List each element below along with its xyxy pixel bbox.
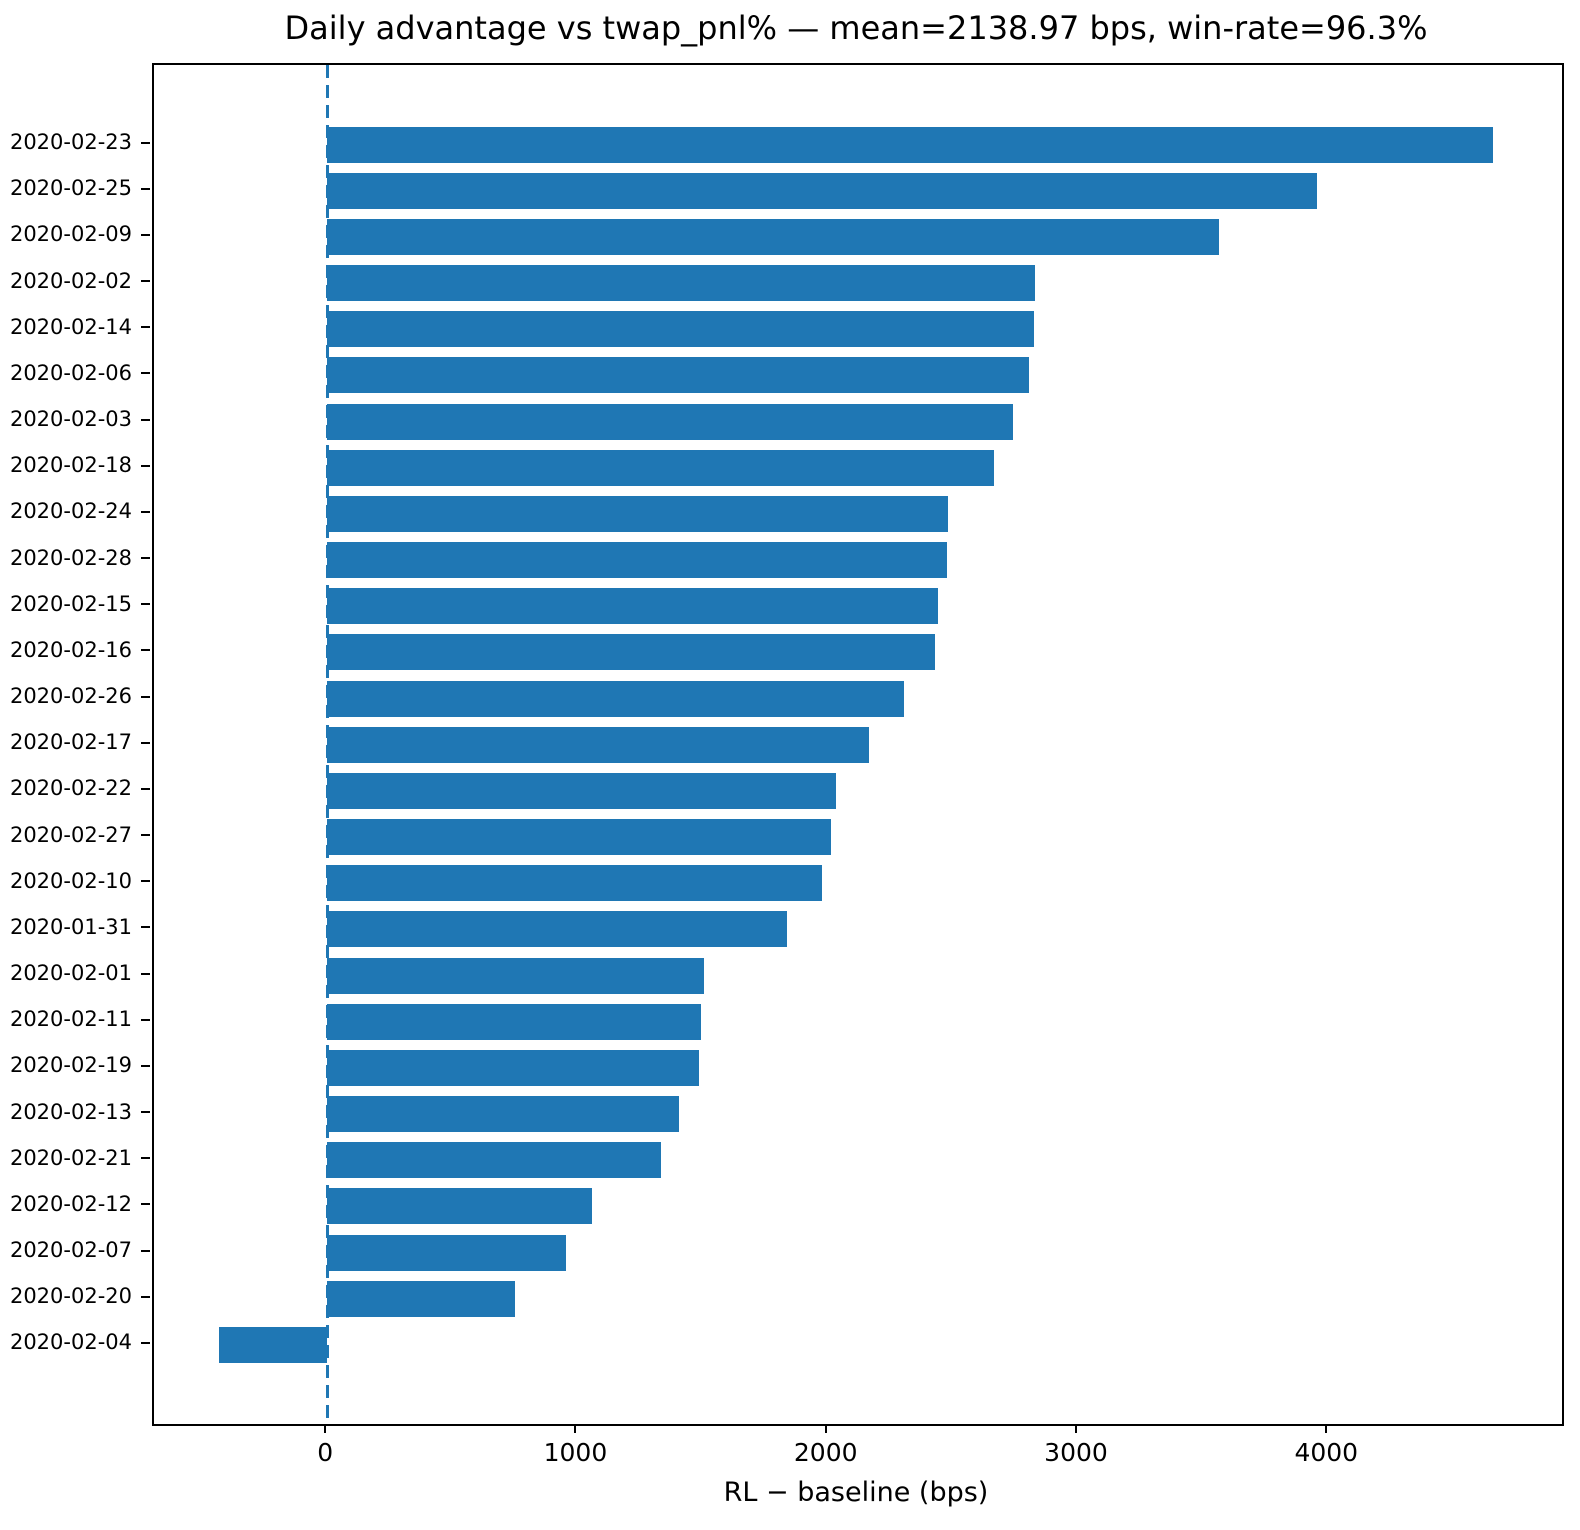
- bar-2020-02-25: [327, 172, 1318, 209]
- bar-2020-02-22: [327, 772, 836, 809]
- y-tick: [141, 187, 150, 190]
- y-tick: [141, 233, 150, 236]
- x-tick: [1325, 1424, 1328, 1433]
- y-tick: [141, 372, 150, 375]
- bar-2020-02-18: [327, 449, 995, 486]
- y-tick-label: 2020-02-16: [9, 637, 132, 662]
- y-tick: [141, 141, 150, 144]
- y-tick: [141, 1295, 150, 1298]
- x-tick-label: 2000: [793, 1438, 858, 1467]
- bar-2020-02-12: [327, 1188, 592, 1225]
- x-tick-label: 1000: [543, 1438, 608, 1467]
- y-tick: [141, 787, 150, 790]
- y-tick: [141, 1203, 150, 1206]
- bar-2020-02-04: [218, 1326, 328, 1363]
- y-tick-label: 2020-02-06: [9, 360, 132, 385]
- y-tick: [141, 649, 150, 652]
- y-tick-label: 2020-02-12: [9, 1191, 132, 1216]
- y-tick: [141, 1111, 150, 1114]
- y-tick: [141, 1341, 150, 1344]
- y-tick-label: 2020-02-07: [9, 1238, 132, 1263]
- y-tick-label: 2020-02-20: [9, 1284, 132, 1309]
- bar-2020-02-16: [327, 634, 935, 671]
- bar-2020-02-10: [327, 865, 823, 902]
- x-tick-label: 0: [317, 1438, 334, 1467]
- y-tick: [141, 880, 150, 883]
- y-tick: [141, 326, 150, 329]
- y-tick: [141, 1064, 150, 1067]
- plot-area: [152, 63, 1564, 1426]
- y-tick: [141, 926, 150, 929]
- y-tick-label: 2020-02-19: [9, 1053, 132, 1078]
- y-tick-label: 2020-02-28: [9, 545, 132, 570]
- y-tick: [141, 741, 150, 744]
- chart-title: Daily advantage vs twap_pnl% — mean=2138…: [284, 9, 1428, 47]
- bar-2020-02-21: [327, 1142, 662, 1179]
- y-tick: [141, 510, 150, 513]
- bar-2020-02-24: [327, 495, 948, 532]
- y-tick-label: 2020-02-01: [9, 961, 132, 986]
- y-tick: [141, 464, 150, 467]
- y-tick-label: 2020-02-03: [9, 407, 132, 432]
- x-tick: [824, 1424, 827, 1433]
- y-tick-label: 2020-01-31: [9, 914, 132, 939]
- y-tick: [141, 972, 150, 975]
- y-tick: [141, 1018, 150, 1021]
- x-tick-label: 4000: [1294, 1438, 1359, 1467]
- y-tick: [141, 834, 150, 837]
- y-tick-label: 2020-02-22: [9, 776, 132, 801]
- bar-2020-02-28: [327, 542, 947, 579]
- y-tick-label: 2020-02-26: [9, 684, 132, 709]
- y-tick: [141, 418, 150, 421]
- y-tick-label: 2020-02-13: [9, 1099, 132, 1124]
- y-tick-label: 2020-02-27: [9, 822, 132, 847]
- bar-2020-02-26: [327, 680, 904, 717]
- y-tick-label: 2020-02-24: [9, 499, 132, 524]
- bar-2020-02-09: [327, 218, 1219, 255]
- x-tick: [1074, 1424, 1077, 1433]
- y-tick: [141, 695, 150, 698]
- zero-reference-line: [325, 65, 329, 1424]
- bar-2020-02-15: [327, 588, 938, 625]
- bar-2020-02-01: [327, 957, 705, 994]
- bar-2020-02-07: [327, 1234, 566, 1271]
- y-tick-label: 2020-02-14: [9, 314, 132, 339]
- y-tick-label: 2020-02-25: [9, 176, 132, 201]
- bar-2020-02-23: [327, 126, 1494, 163]
- bar-2020-02-17: [327, 726, 870, 763]
- y-tick-label: 2020-02-11: [9, 1007, 132, 1032]
- y-tick-label: 2020-02-18: [9, 453, 132, 478]
- bar-2020-02-03: [327, 403, 1013, 440]
- bar-2020-02-27: [327, 819, 832, 856]
- y-tick: [141, 1249, 150, 1252]
- x-tick: [574, 1424, 577, 1433]
- y-tick: [141, 557, 150, 560]
- y-tick-label: 2020-02-09: [9, 222, 132, 247]
- y-tick: [141, 603, 150, 606]
- bar-2020-02-19: [327, 1049, 700, 1086]
- y-tick-label: 2020-02-15: [9, 591, 132, 616]
- y-tick: [141, 1157, 150, 1160]
- bar-2020-02-13: [327, 1096, 680, 1133]
- y-tick-label: 2020-02-23: [9, 130, 132, 154]
- y-tick-label: 2020-02-21: [9, 1145, 132, 1170]
- y-tick-label: 2020-02-17: [9, 730, 132, 755]
- y-tick-label: 2020-02-04: [9, 1330, 132, 1355]
- bar-2020-02-14: [327, 311, 1034, 348]
- bar-2020-02-02: [327, 265, 1036, 301]
- x-tick: [324, 1424, 327, 1433]
- y-tick-label: 2020-02-02: [9, 268, 132, 293]
- bar-2020-01-31: [327, 911, 787, 948]
- x-tick-label: 3000: [1044, 1438, 1108, 1467]
- bar-2020-02-06: [327, 357, 1030, 394]
- bar-2020-02-11: [327, 1003, 702, 1040]
- y-tick-label: 2020-02-10: [9, 868, 132, 893]
- x-axis-label: RL − baseline (bps): [723, 1477, 989, 1508]
- bar-2020-02-20: [327, 1280, 515, 1317]
- y-tick: [141, 280, 150, 282]
